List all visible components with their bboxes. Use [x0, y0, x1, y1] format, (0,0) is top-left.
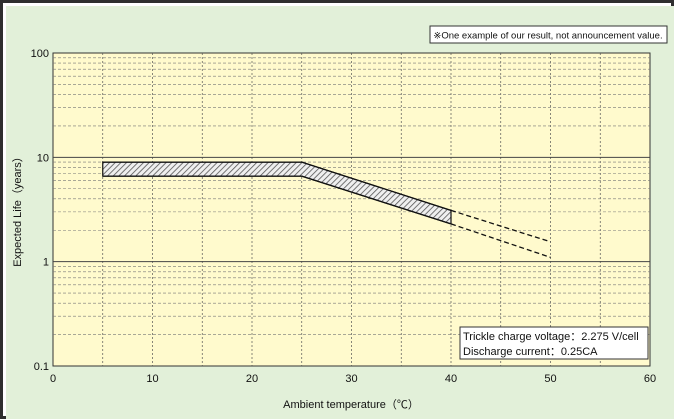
- condition-voltage: Trickle charge voltage：2.275 V/cell: [463, 331, 639, 343]
- data-series: [102, 161, 551, 258]
- x-tick-label: 50: [544, 373, 556, 385]
- y-tick-label: 100: [31, 48, 49, 60]
- x-tick-label: 20: [246, 373, 258, 385]
- y-tick-label: 0.1: [34, 361, 49, 373]
- life-line: [102, 175, 452, 225]
- extrapolation-line: [450, 223, 551, 258]
- note-text: ※One example of our result, not announce…: [433, 31, 662, 42]
- y-axis-label: Expected Life（years）: [11, 151, 24, 267]
- condition-current: Discharge current：0.25CA: [463, 346, 598, 358]
- conditions-box: Trickle charge voltage：2.275 V/cell Disc…: [459, 326, 649, 360]
- life-line: [102, 161, 452, 212]
- x-tick-label: 60: [644, 373, 656, 385]
- extrapolation-line: [450, 209, 551, 243]
- x-tick-label: 10: [146, 373, 158, 385]
- y-tick-label: 1: [43, 257, 49, 269]
- tick-labels: 0 10 20 30 40 50 60 0.1 1 10 100: [31, 48, 656, 385]
- y-tick-label: 10: [37, 152, 49, 164]
- x-tick-label: 0: [50, 373, 56, 385]
- x-tick-label: 30: [345, 373, 357, 385]
- note-box: ※One example of our result, not announce…: [429, 25, 668, 44]
- x-axis-label: Ambient temperature（℃）: [283, 398, 419, 411]
- x-tick-label: 40: [445, 373, 457, 385]
